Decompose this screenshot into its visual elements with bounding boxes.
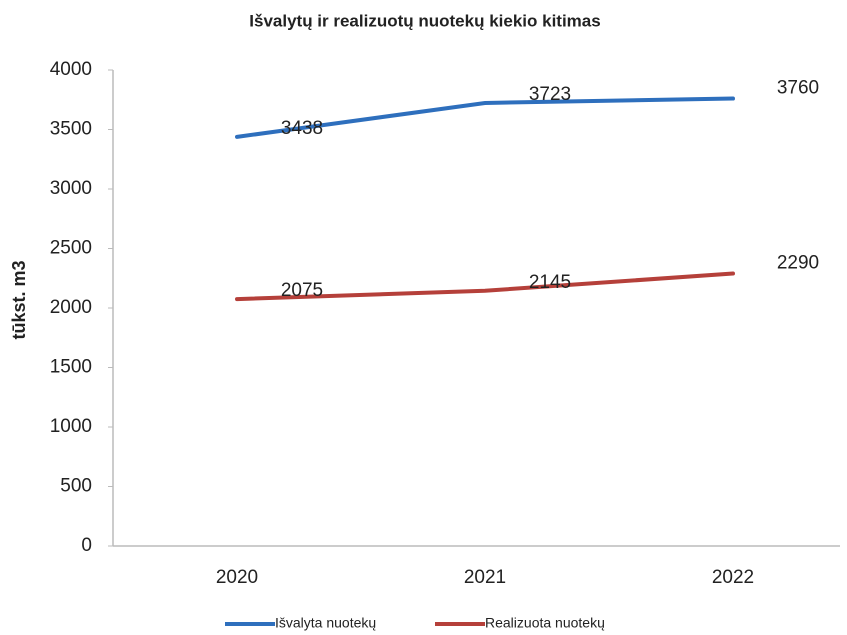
y-tick-label: 1000 [50, 416, 92, 437]
series-line [235, 96, 735, 139]
legend-label: Realizuota nuotekų [485, 615, 605, 631]
series-line [235, 271, 735, 302]
chart-title: Išvalytų ir realizuotų nuotekų kiekio ki… [249, 11, 600, 30]
data-label: 2145 [529, 272, 571, 293]
y-tick-label: 3500 [50, 119, 92, 140]
x-tick-label: 2020 [216, 567, 258, 588]
x-tick-label: 2021 [464, 567, 506, 588]
y-tick-label: 500 [60, 476, 92, 497]
y-axis-label: tūkst. m3 [9, 260, 29, 339]
legend-label: Išvalyta nuotekų [275, 615, 376, 631]
y-tick-label: 2500 [50, 238, 92, 259]
data-label: 3438 [281, 118, 323, 139]
x-tick-label: 2022 [712, 567, 754, 588]
y-tick-label: 0 [81, 535, 92, 556]
data-label: 2075 [281, 280, 323, 301]
y-tick-label: 1500 [50, 357, 92, 378]
y-tick-label: 4000 [50, 59, 92, 80]
y-tick-label: 3000 [50, 178, 92, 199]
data-label: 3760 [777, 78, 819, 99]
data-label: 2290 [777, 253, 819, 274]
y-tick-label: 2000 [50, 297, 92, 318]
data-label: 3723 [529, 84, 571, 105]
